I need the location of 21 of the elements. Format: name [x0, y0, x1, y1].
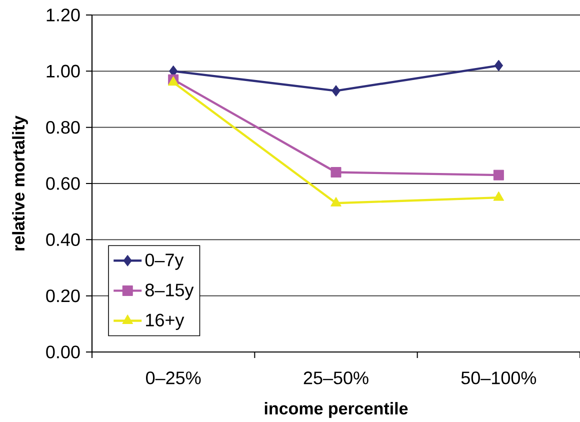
point: [330, 167, 342, 178]
y-tick-label: 0.00: [46, 346, 80, 358]
x-tick-label: 0–25%: [146, 372, 201, 384]
y-tick-label: 0.40: [46, 233, 80, 246]
y-tick-label: 1.00: [46, 64, 80, 78]
legend-label: 16+y: [146, 314, 184, 330]
y-tick-label: 0.20: [46, 289, 80, 302]
point: [493, 170, 504, 180]
y-axis-title: relative mortality: [12, 116, 28, 250]
x-tick-label: 25–50%: [304, 372, 368, 384]
point: [494, 60, 504, 72]
legend-label: 0–7y: [145, 254, 184, 270]
x-axis-title: income percentile: [264, 402, 408, 418]
y-tick-label: 0.60: [46, 177, 80, 190]
y-tick-label: 0.80: [46, 120, 80, 134]
x-tick-label: 50–100%: [461, 372, 536, 384]
point: [493, 191, 504, 201]
y-tick-label: 1.20: [46, 8, 80, 22]
point: [332, 85, 340, 97]
point: [330, 196, 342, 206]
legend-label: 8–15y: [145, 284, 194, 300]
